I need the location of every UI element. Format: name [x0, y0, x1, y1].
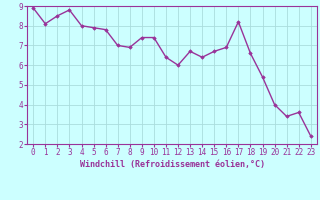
X-axis label: Windchill (Refroidissement éolien,°C): Windchill (Refroidissement éolien,°C): [79, 160, 265, 169]
